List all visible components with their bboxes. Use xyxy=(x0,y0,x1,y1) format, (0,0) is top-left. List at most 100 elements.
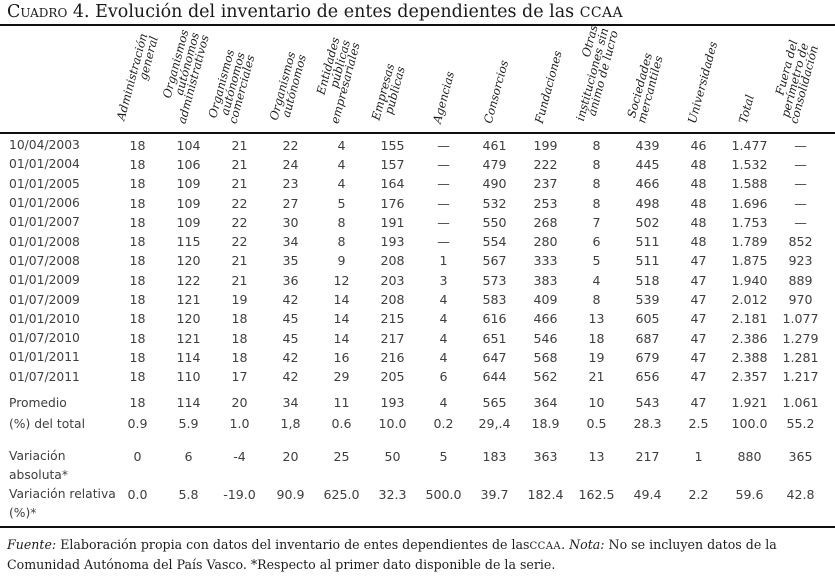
table-row: 01/01/2005 18 109 21 23 4 164 — 490 237 8 466 48 1.58… xyxy=(0,174,835,193)
title-text: Evolución del inventario de entes depend… xyxy=(95,2,575,22)
table-cell: 8 xyxy=(592,195,601,211)
table-cell: 47 xyxy=(690,272,707,288)
table-cell: 19 xyxy=(588,349,605,365)
table-cell: 203 xyxy=(380,272,405,288)
table-cell: 518 xyxy=(635,272,660,288)
table-cell: 48 xyxy=(690,176,707,192)
row-label: 10/04/2003 xyxy=(9,138,80,153)
row-label: 01/07/2008 xyxy=(9,253,80,268)
table-cell: 365 xyxy=(788,449,813,465)
table-footnote: Fuente: Elaboración propia con datos del… xyxy=(7,536,831,575)
table-cell: 222 xyxy=(533,156,558,172)
table-cell: 500.0 xyxy=(425,487,462,503)
fuente-text: Elaboración propia con datos del inventa… xyxy=(60,536,530,552)
table-cell: 2.5 xyxy=(688,416,709,432)
header-label-text: Sociedades mercantiles xyxy=(623,51,665,125)
table-cell: 121 xyxy=(176,292,201,308)
table-cell: 162.5 xyxy=(578,487,615,503)
table-cell: -19.0 xyxy=(223,487,256,503)
table-cell: 383 xyxy=(533,272,558,288)
table-cell: 18 xyxy=(129,195,146,211)
table-cell: 880 xyxy=(737,449,762,465)
table-cell: 47 xyxy=(690,395,707,411)
table-cell: 22 xyxy=(231,214,248,230)
table-cell: 48 xyxy=(690,214,707,230)
table-cell: 970 xyxy=(788,292,813,308)
table-cell: 4 xyxy=(439,349,448,365)
table-cell: 7 xyxy=(592,214,601,230)
table-cell: 18 xyxy=(231,330,248,346)
table-cell: 0.6 xyxy=(331,416,352,432)
table-cell: 1.940 xyxy=(731,272,768,288)
table-cell: 17 xyxy=(231,369,248,385)
table-cell: 923 xyxy=(788,253,813,269)
table-cell: 109 xyxy=(176,176,201,192)
table-cell: 18 xyxy=(129,156,146,172)
table-cell: 50 xyxy=(384,449,401,465)
table-row: 01/07/2010 18 121 18 45 14 217 4 651 546 18 687 47 2.… xyxy=(0,328,835,347)
table-cell: 18 xyxy=(129,395,146,411)
table-cell: 191 xyxy=(380,214,405,230)
table-cell: 216 xyxy=(380,349,405,365)
table-cell: 29,.4 xyxy=(478,416,511,432)
table-cell: 8 xyxy=(592,137,601,153)
table-cell: 1.532 xyxy=(731,156,768,172)
table-cell: 1.061 xyxy=(782,395,819,411)
row-label: 01/07/2009 xyxy=(9,292,80,307)
header-rule xyxy=(0,132,835,134)
header-label-text: Organismos autónomos xyxy=(266,50,309,123)
table-cell: 115 xyxy=(176,234,201,250)
table-cell: 4 xyxy=(439,311,448,327)
table-cell: 1.0 xyxy=(229,416,250,432)
table-cell: 546 xyxy=(533,330,558,346)
row-label: 01/01/2004 xyxy=(9,157,80,172)
table-cell: 18 xyxy=(129,369,146,385)
table-cell: 1.696 xyxy=(731,195,768,211)
header-label-text: Total xyxy=(735,93,757,125)
table-cell: 0.9 xyxy=(127,416,148,432)
table-cell: 157 xyxy=(380,156,405,172)
table-cell: 644 xyxy=(482,369,507,385)
table-cell: -4 xyxy=(233,449,246,465)
table-cell: 109 xyxy=(176,195,201,211)
table-cell: 199 xyxy=(533,137,558,153)
table-cell: 18.9 xyxy=(531,416,560,432)
row-label: 01/01/2006 xyxy=(9,196,80,211)
nota-label: Nota: xyxy=(569,536,605,552)
table-cell: 48 xyxy=(690,156,707,172)
table-cell: 18 xyxy=(129,349,146,365)
table-cell: 1,8 xyxy=(280,416,301,432)
table-row: 01/01/2007 18 109 22 30 8 191 — 550 268 7 502 48 1.75… xyxy=(0,213,835,232)
table-cell: 4 xyxy=(439,395,448,411)
column-headers: Administración general Organismos autónom… xyxy=(0,23,835,132)
header-label: Fuera del perímetro de consolidación xyxy=(772,38,835,127)
table-summary: Promedio 18 114 20 34 11 193 4 565 364 10 543 47 1.92… xyxy=(0,392,835,523)
table-cell: 39.7 xyxy=(480,487,509,503)
table-cell: 1.875 xyxy=(731,253,768,269)
row-label: Variación absoluta* xyxy=(9,449,68,483)
table-cell: 46 xyxy=(690,137,707,153)
table-cell: — xyxy=(794,176,807,192)
table-cell: 439 xyxy=(635,137,660,153)
table-cell: 554 xyxy=(482,234,507,250)
table-cell: 2.388 xyxy=(731,349,768,365)
bottom-rule xyxy=(0,526,835,528)
table-cell: 18 xyxy=(129,330,146,346)
table-cell: 18 xyxy=(129,176,146,192)
table-cell: 21 xyxy=(588,369,605,385)
table-cell: 24 xyxy=(282,156,299,172)
table-cell: 2.2 xyxy=(688,487,709,503)
table-cell: 625.0 xyxy=(323,487,360,503)
table-cell: 8 xyxy=(592,176,601,192)
table-cell: 14 xyxy=(333,292,350,308)
table-cell: — xyxy=(794,156,807,172)
table-cell: 42.8 xyxy=(786,487,815,503)
table-cell: 22 xyxy=(231,234,248,250)
table-row: 01/01/2008 18 115 22 34 8 193 — 554 280 6 511 48 1.78… xyxy=(0,232,835,251)
table-cell: 0.0 xyxy=(127,487,148,503)
table-cell: 567 xyxy=(482,253,507,269)
table-cell: 0 xyxy=(133,449,142,465)
table-cell: 21 xyxy=(231,156,248,172)
table-cell: 11 xyxy=(333,395,350,411)
